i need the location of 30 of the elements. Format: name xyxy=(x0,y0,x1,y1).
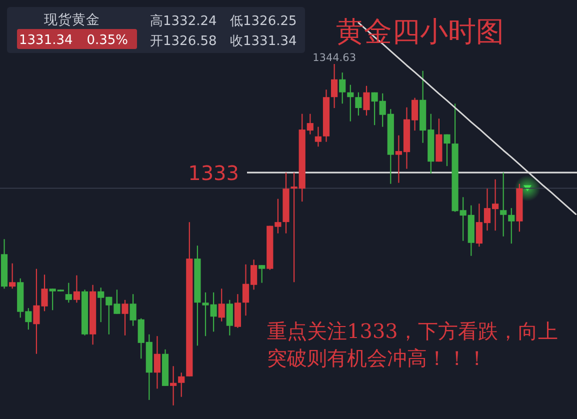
text: 0.35% xyxy=(86,33,128,48)
text: 收1331.34 xyxy=(230,34,297,49)
annotation: 1344.63 xyxy=(312,52,356,64)
candlestick xyxy=(9,262,16,290)
candlestick xyxy=(331,63,338,109)
candlestick xyxy=(339,72,346,104)
candlestick xyxy=(314,126,322,148)
candlestick xyxy=(218,288,225,322)
annotation: 1333 xyxy=(188,161,239,186)
candlestick xyxy=(508,208,515,244)
candlestick xyxy=(122,299,128,336)
text: 1331.34 xyxy=(19,33,73,48)
candlestick xyxy=(226,299,233,336)
text: 高1332.24 xyxy=(150,13,217,29)
candlestick xyxy=(355,92,362,116)
candlestick xyxy=(178,372,185,398)
candlestick xyxy=(363,85,370,116)
annotation: 重点关注1333，下方看跌，向上突破则有机会冲高！！！ xyxy=(267,318,559,372)
candlestick xyxy=(154,336,161,390)
candlestick xyxy=(170,366,177,406)
candlestick xyxy=(444,134,450,167)
text: 低1326.25 xyxy=(230,14,297,29)
candlestick xyxy=(258,264,266,284)
candlestick xyxy=(65,282,72,304)
text: 现货黄金 xyxy=(44,12,100,28)
candlestick xyxy=(347,84,354,122)
chart-title: 黄金四小时图 xyxy=(336,15,504,48)
text: 开1326.58 xyxy=(150,34,217,49)
candlestick xyxy=(500,172,507,237)
candlestick xyxy=(73,274,80,304)
